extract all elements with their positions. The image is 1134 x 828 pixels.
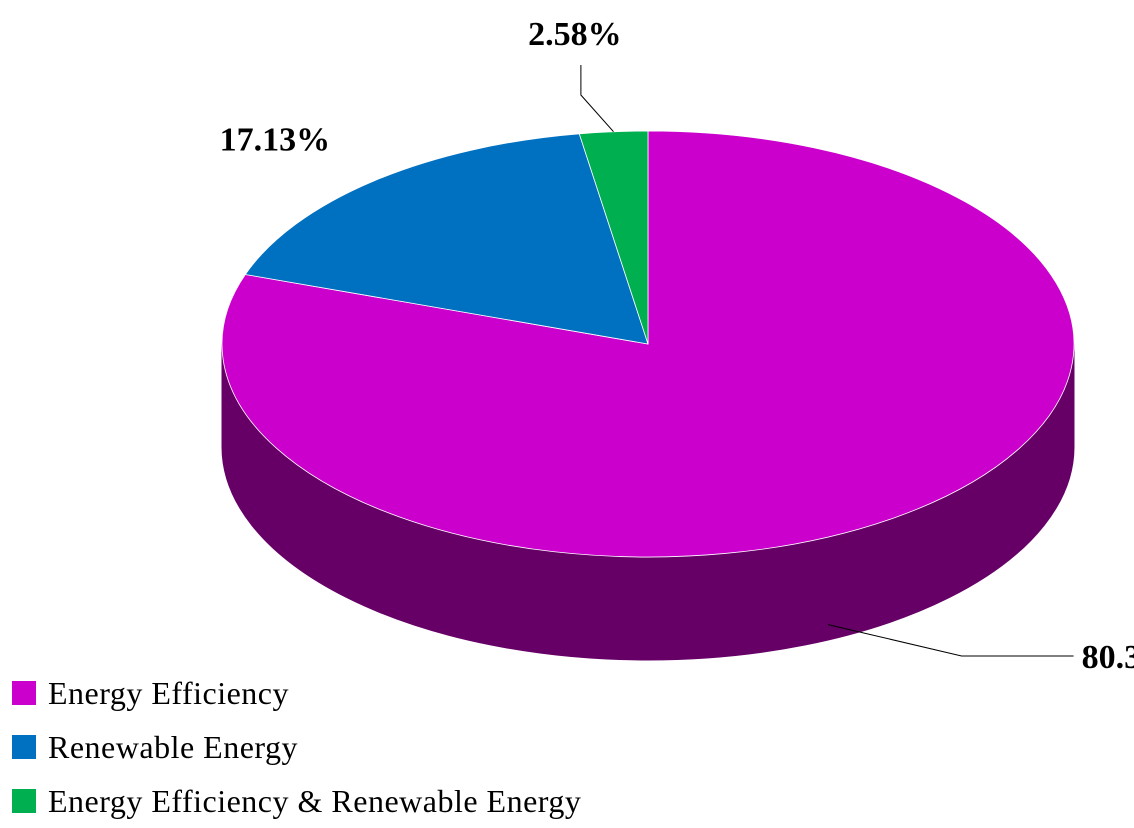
pie-slice-2 <box>578 130 649 345</box>
pie-slice-1 <box>244 133 649 345</box>
legend-label: Energy Efficiency <box>48 674 289 711</box>
data-label-2: 2.58% <box>528 16 622 53</box>
leader-lines <box>580 65 1074 657</box>
data-label-1: 17.13% <box>220 121 331 158</box>
legend-swatch-energy-efficiency <box>12 681 36 705</box>
leader-line-0 <box>827 624 1074 657</box>
legend: Energy Efficiency Renewable Energy Energ… <box>12 666 581 828</box>
legend-swatch-both <box>12 789 36 813</box>
legend-item: Renewable Energy <box>12 720 581 774</box>
data-labels: 80.30% 17.13% 2.58% <box>220 16 1134 676</box>
legend-label: Renewable Energy <box>48 728 298 765</box>
data-label-0: 80.30% <box>1082 639 1134 676</box>
legend-item: Energy Efficiency & Renewable Energy <box>12 774 581 828</box>
legend-item: Energy Efficiency <box>12 666 581 720</box>
leader-line-2 <box>580 65 614 133</box>
legend-label: Energy Efficiency & Renewable Energy <box>48 782 582 819</box>
pie-slices <box>221 130 1075 558</box>
legend-swatch-renewable-energy <box>12 735 36 759</box>
